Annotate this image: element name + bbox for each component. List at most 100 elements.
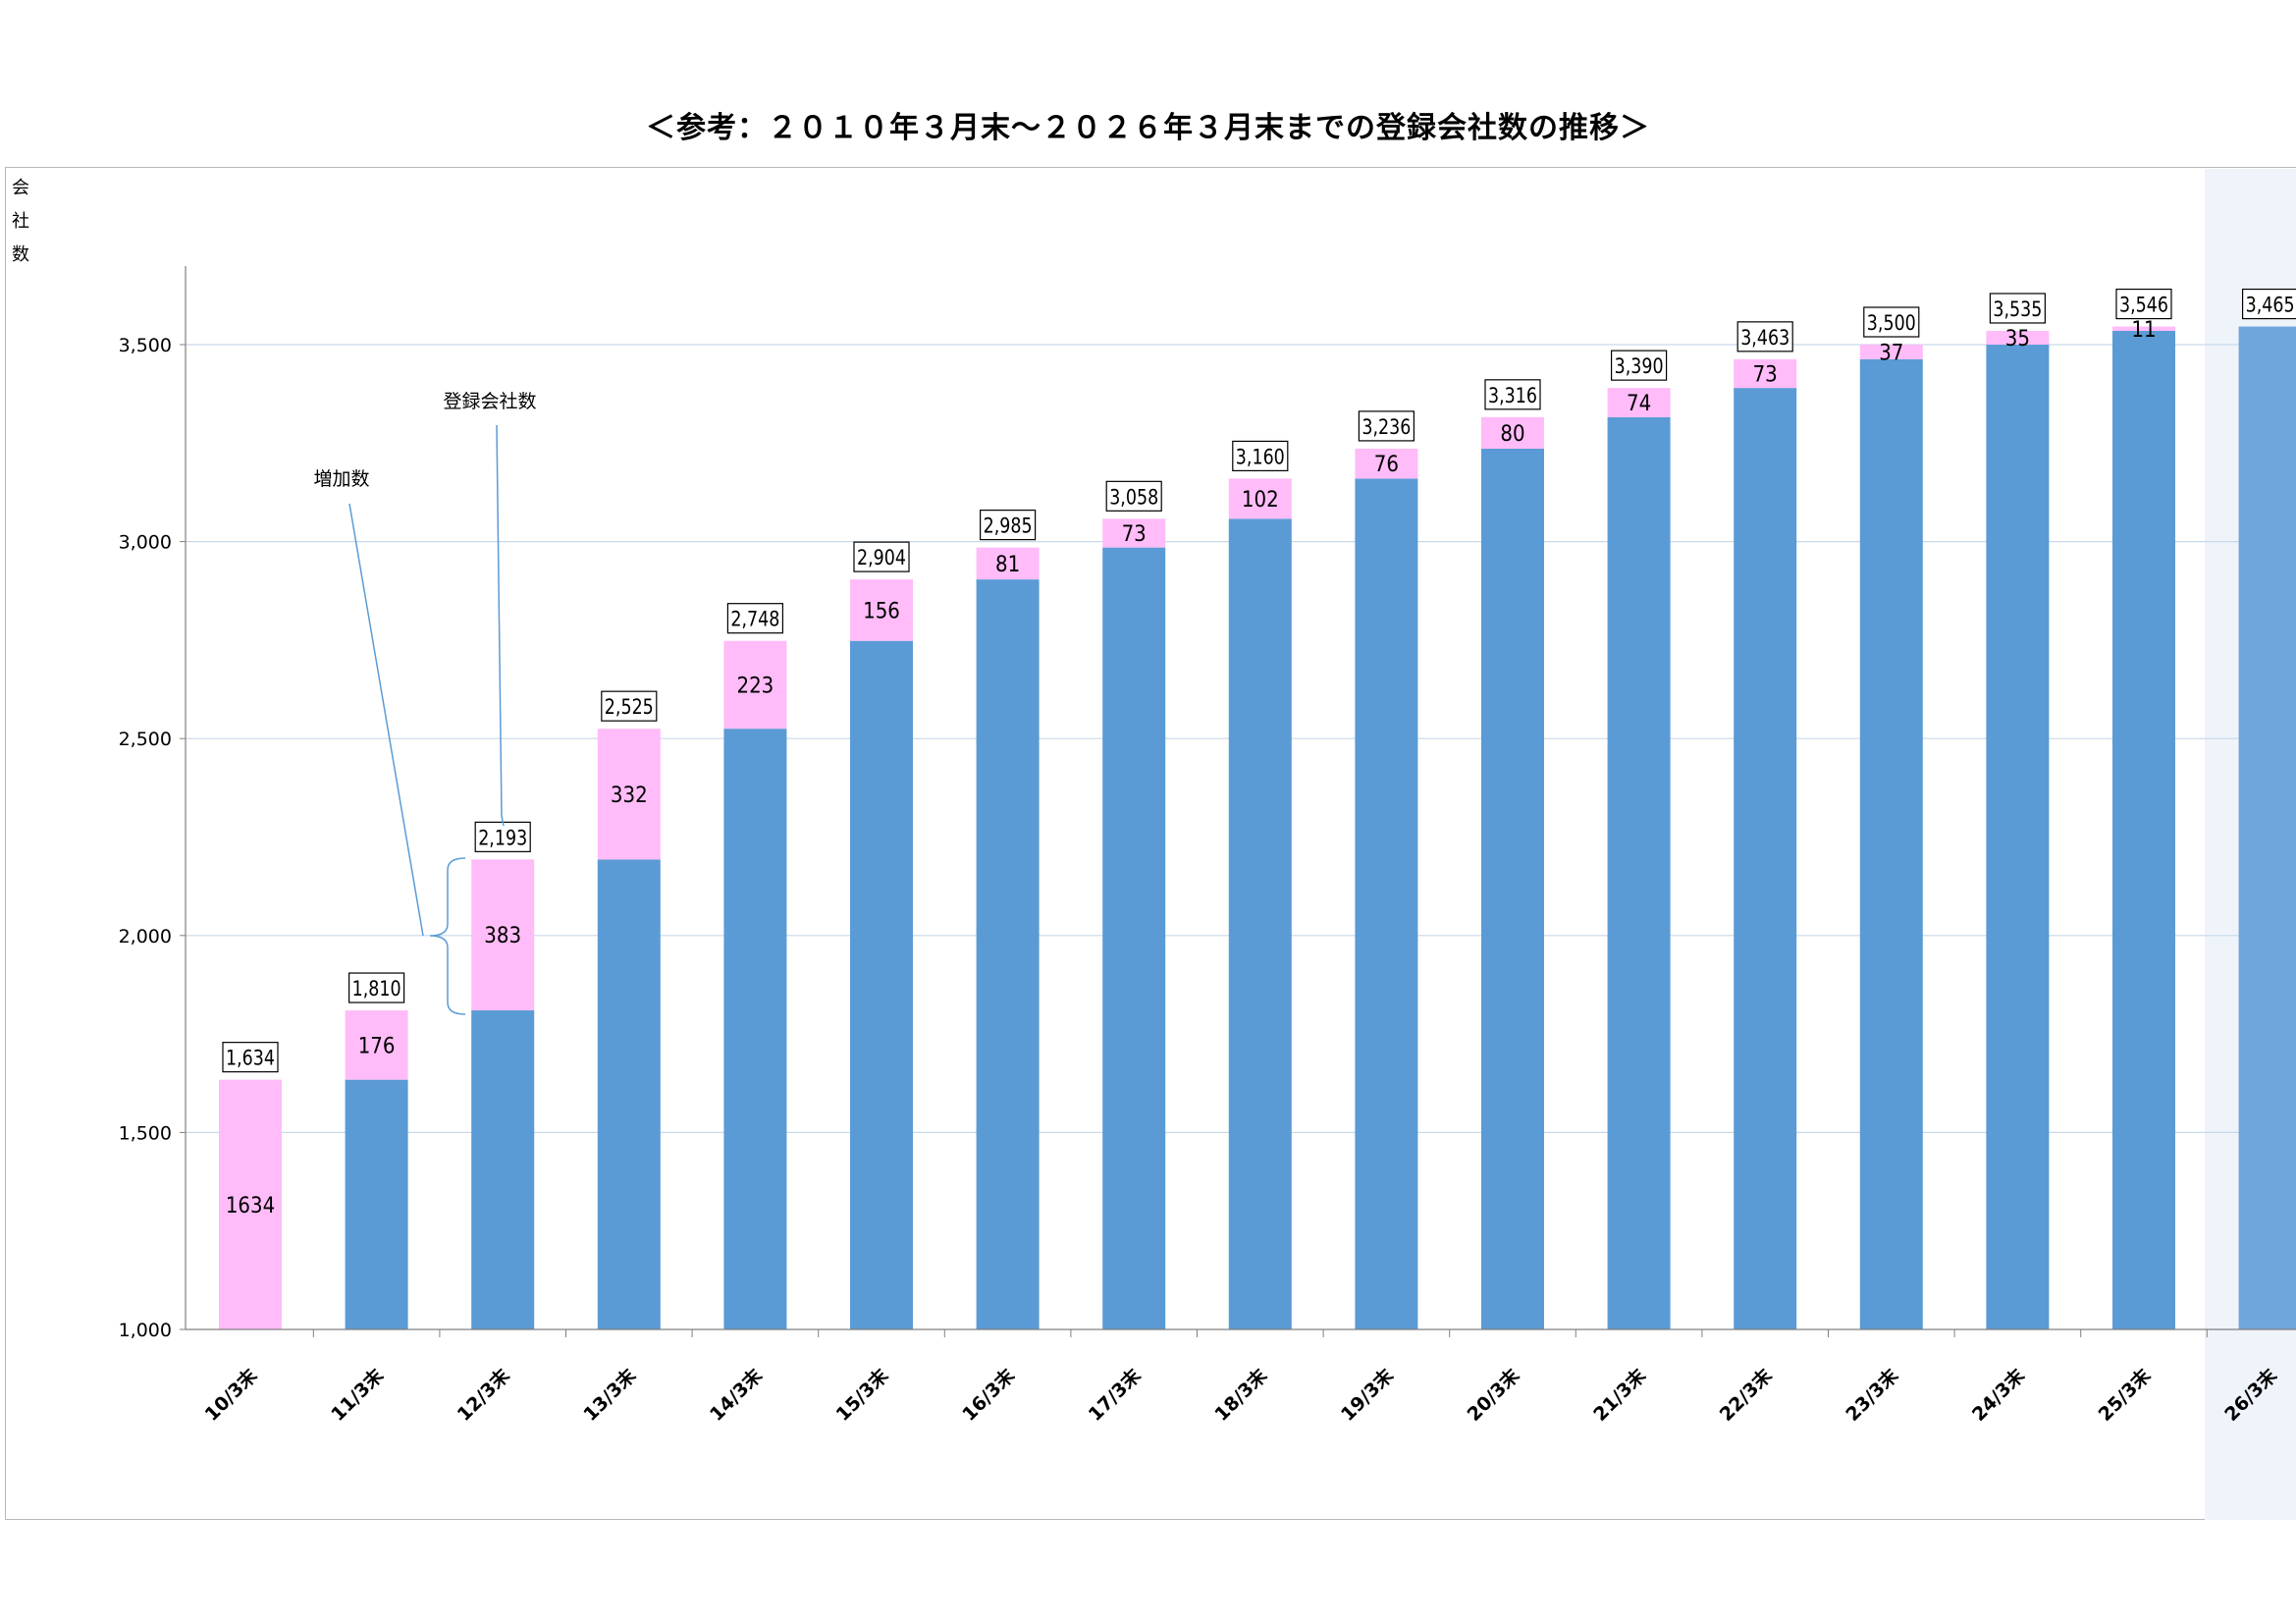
bar-increase xyxy=(1102,518,1166,548)
bar-base xyxy=(1481,448,1544,1329)
total-label-box xyxy=(1863,306,1920,338)
total-label-box xyxy=(2115,288,2172,320)
increase-label: 332 xyxy=(611,784,648,808)
total-label: 3,160 xyxy=(1236,445,1285,468)
total-label-box xyxy=(222,1042,279,1073)
total-label-box xyxy=(1484,379,1541,410)
total-label-box xyxy=(1989,293,2047,324)
increase-label: 80 xyxy=(1500,422,1524,447)
bar-increase xyxy=(1986,330,2050,345)
bar-increase xyxy=(723,640,787,730)
bar-base xyxy=(1734,388,1797,1329)
increase-label: 383 xyxy=(484,924,521,948)
total-label-box xyxy=(1232,440,1289,472)
y-axis-label-char: 会 xyxy=(12,178,29,198)
bar-base xyxy=(2112,330,2175,1329)
total-label: 3,058 xyxy=(1109,485,1158,509)
total-label-box xyxy=(726,603,784,634)
x-axis: 10/3末 11/3末 12/3末 13/3末 14/3末 15/3末 16/3末 17/3末… xyxy=(186,1328,2296,1426)
bar-base xyxy=(2238,326,2296,1329)
total-label: 2,193 xyxy=(478,826,527,849)
increase-label: 1634 xyxy=(226,1194,275,1218)
y-tick-label: 1,500 xyxy=(119,1122,172,1144)
total-label: 2,525 xyxy=(605,695,654,719)
bar-increase xyxy=(1734,358,1797,389)
increase-label: 223 xyxy=(737,674,774,698)
chart-title: ＜参考：２０１０年３月末～２０２６年３月末までの登録会社数の推移＞ xyxy=(646,111,1650,145)
total-label-box xyxy=(348,972,405,1003)
annotations: 登録会社数 増加数 xyxy=(313,391,537,1015)
total-label: 3,546 xyxy=(2119,294,2168,317)
total-label: 3,500 xyxy=(1867,311,1916,335)
chart-svg: 1,000 1,500 2,000 2,500 3,000 3,500 1634 1,634… xyxy=(12,169,2296,1520)
total-label-box xyxy=(1358,410,1415,442)
x-tick-label: 17/3末 xyxy=(1084,1364,1146,1426)
increase-label: 74 xyxy=(1627,392,1651,416)
x-tick-label: 22/3末 xyxy=(1715,1364,1777,1426)
x-tick-label: 21/3末 xyxy=(1588,1364,1650,1426)
y-axis-label-char: 社 xyxy=(12,211,29,232)
total-label: 1,810 xyxy=(352,977,401,1001)
y-tick-label: 3,500 xyxy=(119,335,172,356)
bar-base xyxy=(1986,345,2050,1329)
total-label: 1,634 xyxy=(226,1047,275,1070)
increase-label: 102 xyxy=(1242,488,1279,513)
x-tick-label: 18/3末 xyxy=(1210,1364,1272,1426)
annotation-increase-leader xyxy=(348,503,424,937)
x-tick-label: 14/3末 xyxy=(705,1364,767,1426)
bars: 1634 1,634 176 1,810 383 2,193 332 2,525 223 2,74… xyxy=(219,288,2296,1330)
increase-label: 73 xyxy=(1753,362,1778,387)
total-label: 2,904 xyxy=(857,546,906,569)
total-label-box xyxy=(1105,480,1162,512)
increase-label: 11 xyxy=(2131,318,2156,343)
bar-base xyxy=(1859,358,1923,1329)
x-tick-label: 10/3末 xyxy=(200,1364,262,1426)
bar-increase xyxy=(597,729,661,860)
x-tick-label: 16/3末 xyxy=(957,1364,1019,1426)
bar-base xyxy=(597,859,661,1329)
y-tick-label: 2,500 xyxy=(119,729,172,750)
increase-label: 73 xyxy=(1122,522,1147,547)
x-tick-label: 11/3末 xyxy=(326,1364,388,1426)
bar-base xyxy=(1228,518,1292,1329)
bar-base xyxy=(723,729,787,1329)
annotation-registered-leader xyxy=(496,424,505,827)
bar-increase xyxy=(1228,478,1292,519)
total-label-box xyxy=(601,690,658,722)
x-tick-label: 15/3末 xyxy=(831,1364,893,1426)
bar-increase xyxy=(850,579,913,641)
bar-increase xyxy=(1859,345,1923,359)
bar-increase xyxy=(1607,388,1671,417)
total-label-box xyxy=(1610,350,1668,381)
increase-label: 81 xyxy=(995,553,1020,577)
bar-base xyxy=(850,640,913,1329)
bar-base xyxy=(1607,416,1671,1329)
y-tick-label: 1,000 xyxy=(119,1320,172,1341)
x-tick-label: 12/3末 xyxy=(453,1364,514,1426)
x-tick-label: 23/3末 xyxy=(1842,1364,1903,1426)
total-label: 3,465 xyxy=(2246,294,2295,317)
y-tick-label: 2,000 xyxy=(119,926,172,947)
bar-base xyxy=(471,1010,535,1329)
bar-increase xyxy=(976,547,1040,580)
bar-base xyxy=(1355,478,1418,1330)
total-label: 3,390 xyxy=(1615,354,1664,378)
total-label: 3,463 xyxy=(1740,326,1789,350)
y-tick-label: 3,000 xyxy=(119,532,172,554)
total-label: 2,748 xyxy=(730,608,779,631)
bar-increase xyxy=(2112,326,2175,331)
annotation-registered-label: 登録会社数 xyxy=(443,391,536,412)
increase-label: 156 xyxy=(863,599,900,623)
total-label: 3,316 xyxy=(1488,384,1537,407)
y-axis: 1,000 1,500 2,000 2,500 3,000 3,500 xyxy=(119,266,187,1341)
increase-label: 37 xyxy=(1879,341,1903,365)
total-label-box xyxy=(1736,321,1793,352)
y-axis-label-char: 数 xyxy=(12,244,29,265)
bar-increase xyxy=(1481,416,1544,449)
bar-base xyxy=(1102,547,1166,1329)
bar-increase xyxy=(345,1010,408,1080)
x-tick-label: 24/3末 xyxy=(1967,1364,2029,1426)
bar-increase xyxy=(1355,448,1418,479)
x-tick-label: 19/3末 xyxy=(1336,1364,1398,1426)
total-label: 2,985 xyxy=(984,514,1033,538)
